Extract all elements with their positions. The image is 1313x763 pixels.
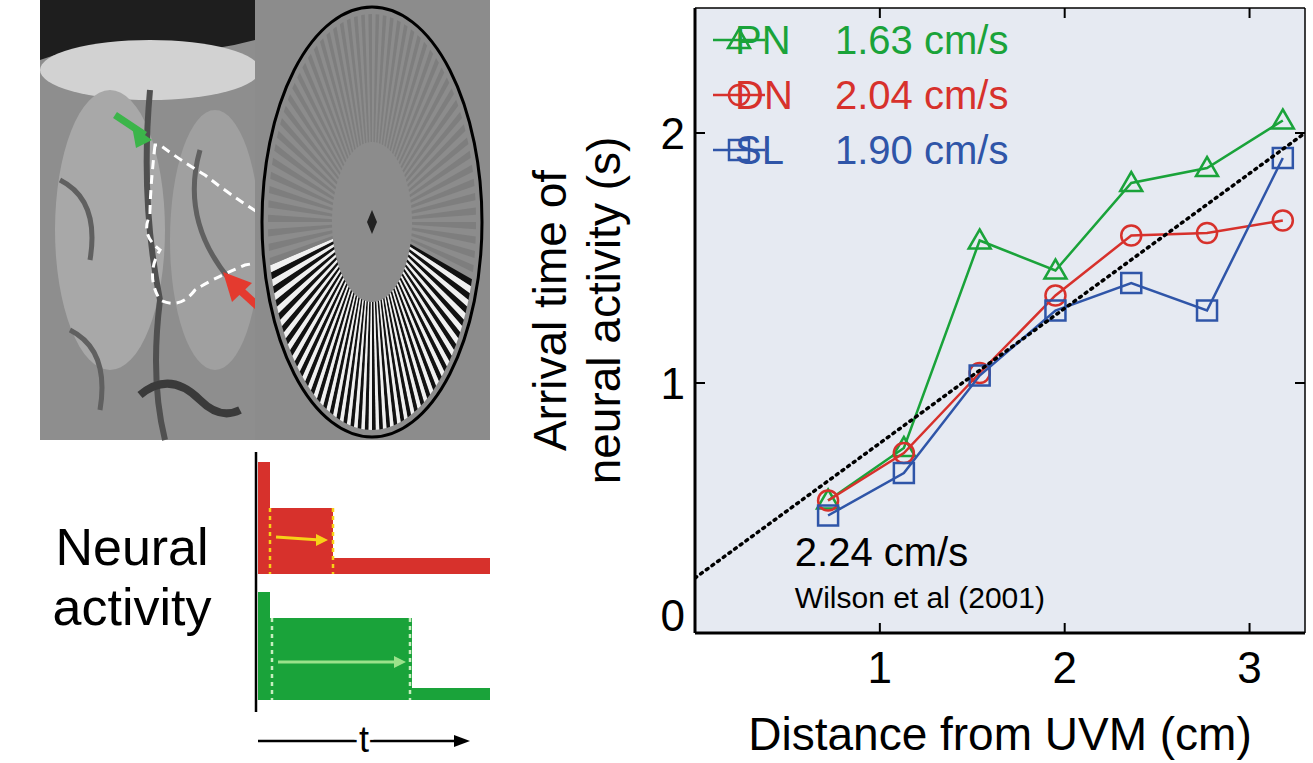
marker [1121,273,1141,293]
chart: 1 2 3 0 1 2 PN 1.63 cm/s DN 2.04 cm/s SL 1.90 cm/s 2… [524,8,1305,760]
marker [1197,301,1217,321]
red-offset [332,508,335,574]
grating-wedge [412,228,476,244]
plot-data [695,110,1305,579]
label-line: Neural [55,518,208,576]
marker [1273,211,1293,231]
y-tick [1295,382,1305,384]
mri-image [40,0,275,440]
figure: t Neuralactivity 1 2 3 0 1 2 PN 1.63 cm/s DN 2.04 c… [0,0,1313,763]
schematic-x-label: t [359,719,369,760]
grating-wedge [372,302,376,430]
green-baseline [412,688,490,700]
legend-label: PN [735,18,791,62]
red-sustained [258,508,333,574]
marker [894,443,914,463]
marker [1197,223,1217,243]
marker [969,230,991,249]
stimulus-aperture [262,7,482,437]
label-line: activity [53,578,212,636]
schematic: t Neuralactivity [53,452,490,760]
green-arrow-head [132,126,152,148]
red-duration-arrow-head [316,534,328,546]
grating-wedge [412,222,476,229]
x-tick [879,8,881,18]
legend: PN 1.63 cm/s DN 2.04 cm/s SL 1.90 cm/s [713,18,1008,172]
x-tick [1064,8,1066,18]
marker [1045,286,1065,306]
roi-outline [147,145,262,303]
red-duration-arrow [276,537,320,540]
grating-wedge [361,15,369,143]
marker [894,463,914,483]
green-duration-arrow [278,661,398,664]
stimulus [255,0,490,440]
y-tick-label: 2 [661,109,685,158]
y-tick [1295,132,1305,134]
marker [1272,110,1294,129]
grating-wedge [314,46,351,156]
x-axis-title: Distance from UVM (cm) [748,708,1251,760]
grating-wedge [382,20,401,145]
red-arrow-head [223,272,252,302]
grating-wedge [268,225,332,237]
legend-label: DN [735,73,793,117]
green-onset [271,618,274,700]
grating-wedge [368,14,372,142]
marker [1044,260,1066,279]
grating-wedge [412,207,476,219]
plot-background [695,8,1305,633]
legend-speed: 1.90 cm/s [835,128,1008,172]
green-duration-arrow-head [394,656,406,668]
series-line [828,221,1283,501]
marker [1121,226,1141,246]
x-tick-label: 1 [868,643,892,692]
y-axis-title: Arrival time ofneural activity (s) [524,137,630,485]
green-sustained [258,618,412,700]
grating [268,14,476,430]
y-tick-label: 0 [661,591,685,640]
marker [1196,157,1218,176]
marker [1273,148,1293,168]
frame-right [1304,8,1306,633]
line-annotation-source: Wilson et al (2001) [795,581,1045,614]
x-tick-label: 2 [1052,643,1076,692]
x-tick-label: 3 [1237,643,1261,692]
label-line: Arrival time of [524,170,576,451]
y-tick-label: 1 [661,359,685,408]
legend-label: SL [735,128,784,172]
y-axis [694,8,697,633]
series-line [828,158,1283,516]
marker [818,506,838,526]
marker [818,491,838,511]
label-line: neural activity (s) [578,137,630,485]
marker [1120,172,1142,191]
legend-speed: 1.63 cm/s [835,18,1008,62]
legend-speed: 2.04 cm/s [835,73,1008,117]
series-line [695,133,1305,578]
mri-sulcus [60,150,230,410]
green-offset [409,618,412,700]
mri-ventricle [140,384,240,414]
mri-tissue [170,110,260,370]
red-baseline [333,558,490,574]
x-axis [695,632,1305,635]
fixation [367,210,377,234]
grating-wedge [268,215,332,222]
schematic-y-label: Neuralactivity [53,518,212,636]
grating-wedge [268,200,332,216]
time-arrow-head [454,735,470,747]
line-annotation: 2.24 cm/s [795,530,968,574]
schematic-axis [255,452,258,712]
frame-top [695,7,1305,9]
grating-wedge [387,29,414,149]
x-tick [1249,8,1251,18]
red-onset [269,508,272,574]
stimulus-background [255,0,490,440]
